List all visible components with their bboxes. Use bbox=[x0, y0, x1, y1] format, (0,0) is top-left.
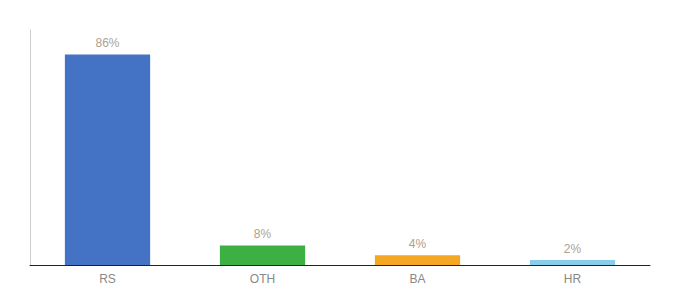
svg-text:BA: BA bbox=[409, 272, 425, 286]
svg-text:8%: 8% bbox=[254, 227, 272, 241]
svg-text:HR: HR bbox=[564, 272, 582, 286]
svg-text:RS: RS bbox=[99, 272, 116, 286]
svg-text:2%: 2% bbox=[564, 242, 582, 256]
svg-text:OTH: OTH bbox=[250, 272, 275, 286]
svg-text:4%: 4% bbox=[409, 237, 427, 251]
svg-text:86%: 86% bbox=[95, 36, 119, 50]
